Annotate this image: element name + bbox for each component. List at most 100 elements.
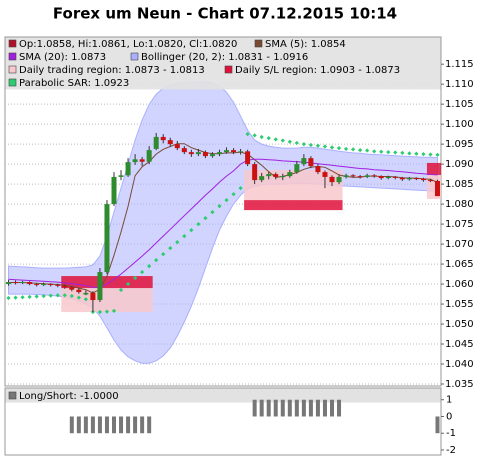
sar-dot: [203, 215, 208, 221]
sar-dot: [379, 149, 384, 154]
bar: [90, 416, 95, 434]
legend-swatch: [224, 65, 233, 74]
bar: [287, 399, 292, 417]
legend-swatch: [8, 391, 17, 400]
sar-dot: [435, 152, 440, 158]
legend-background: [5, 37, 441, 90]
candle-body: [174, 144, 180, 149]
chart-title: Forex um Neun - Chart 07.12.2015 10:14: [53, 5, 397, 23]
sar-dot: [182, 233, 187, 239]
region: [61, 288, 153, 313]
y-tick-label: 0: [446, 411, 452, 422]
sar-dot: [238, 185, 243, 191]
candle-body: [273, 174, 279, 177]
legend-swatch: [8, 52, 17, 61]
y-tick-label: 1.060: [445, 279, 474, 290]
bar: [280, 399, 285, 417]
candle-body: [399, 177, 405, 180]
sar-dot: [252, 133, 257, 138]
candle-body: [62, 285, 68, 288]
lower-plot: [5, 388, 441, 434]
bar: [330, 399, 334, 417]
candle-body: [195, 152, 201, 155]
legend-swatch: [8, 39, 17, 48]
candle-body: [434, 180, 440, 197]
legend-label: SMA (5): 1.0854: [265, 39, 346, 50]
candle-body: [118, 175, 124, 177]
bar: [266, 399, 271, 417]
legend-label: Op:1.0858, Hi:1.0861, Lo:1.0820, Cl:1.08…: [19, 39, 237, 50]
sar-dot: [386, 150, 391, 155]
legend-label: Long/Short: -1.0000: [19, 391, 119, 402]
candle-body: [41, 284, 47, 286]
bar: [140, 416, 145, 434]
candle-body: [132, 159, 138, 163]
bar: [322, 399, 327, 417]
candle-body: [216, 152, 222, 155]
candle-body: [308, 158, 314, 167]
y-tick-label: 1.045: [445, 339, 474, 350]
legend-label: Bollinger (20, 2): 1.0831 - 1.0916: [141, 52, 308, 63]
candle-body: [385, 176, 391, 179]
sar-dot: [217, 203, 222, 209]
sar-dot: [196, 221, 201, 227]
candle-body: [420, 178, 426, 181]
bar: [133, 416, 138, 434]
legend-label: SMA (20): 1.0873: [19, 52, 106, 63]
bar: [337, 399, 342, 417]
candle-body: [153, 136, 159, 149]
sar-dot: [280, 138, 285, 143]
candle-body: [69, 287, 75, 290]
y-tick-label: 1.040: [445, 359, 474, 370]
bar: [273, 399, 278, 417]
sar-dot: [308, 142, 314, 148]
candle-body: [392, 176, 398, 178]
y-tick-label: 1.095: [445, 139, 474, 150]
sar-dot: [358, 148, 363, 153]
sar-dot: [210, 209, 215, 215]
legend-swatch: [8, 78, 17, 87]
lower-legend-background: [5, 388, 441, 403]
candle-body: [371, 175, 377, 177]
y-tick-label: 1.055: [445, 299, 474, 310]
sar-dot: [343, 146, 349, 152]
candle-body: [34, 284, 40, 286]
sar-dot: [428, 152, 433, 157]
bar: [259, 399, 264, 417]
sar-dot: [175, 239, 180, 245]
candle-body: [90, 292, 96, 301]
y-tick-label: 1.085: [445, 179, 474, 190]
legend-label: Parabolic SAR: 1.0923: [19, 78, 129, 89]
candle-body: [20, 282, 26, 284]
region: [61, 276, 153, 289]
sar-dot: [259, 134, 264, 140]
candle-body: [97, 272, 103, 301]
candle-body: [209, 154, 215, 157]
y-tick-label: -2: [446, 445, 456, 456]
sar-dot: [147, 263, 152, 269]
candle-body: [245, 151, 251, 165]
candle-body: [125, 162, 131, 176]
candle-body: [322, 172, 328, 177]
legend-swatch: [130, 52, 139, 61]
sar-dot: [315, 143, 321, 148]
bar: [104, 416, 109, 434]
y-tick-label: -1: [446, 428, 456, 439]
sar-dot: [336, 146, 342, 151]
sar-dot: [393, 150, 398, 155]
candle-body: [336, 176, 342, 183]
bar: [97, 416, 102, 434]
y-tick-label: 1.100: [445, 119, 474, 130]
sar-dot: [400, 150, 405, 156]
legend-label: Daily trading region: 1.0873 - 1.0813: [19, 65, 205, 76]
bar: [69, 416, 74, 434]
candle-body: [104, 204, 110, 273]
sar-dot: [322, 144, 328, 149]
sar-dot: [421, 152, 426, 157]
candle-body: [315, 166, 321, 173]
sar-dot: [365, 148, 370, 153]
sar-dot: [154, 257, 159, 263]
candle-body: [48, 284, 54, 286]
sar-dot: [140, 269, 145, 275]
